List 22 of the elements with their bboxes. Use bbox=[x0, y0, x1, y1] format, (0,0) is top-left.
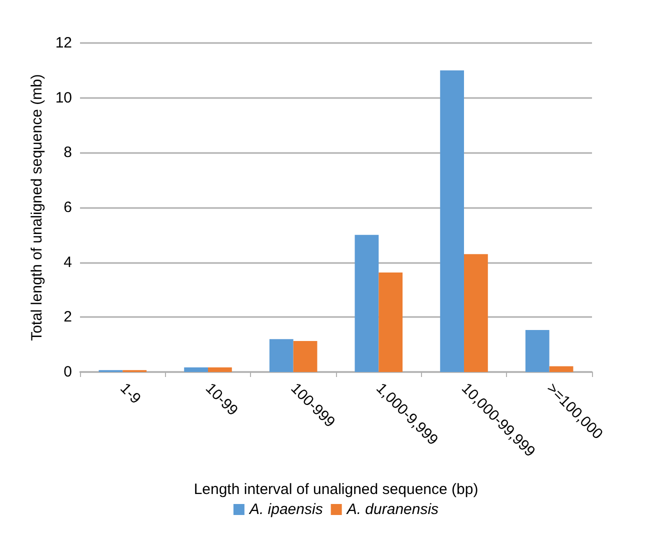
x-tick-label: 1-9 bbox=[116, 380, 144, 408]
x-axis-title: Length interval of unaligned sequence (bp) bbox=[194, 481, 478, 498]
bar bbox=[184, 367, 208, 372]
bar bbox=[549, 366, 574, 372]
bar bbox=[354, 234, 379, 372]
bar bbox=[293, 341, 318, 372]
y-tick-label: 2 bbox=[64, 308, 72, 326]
legend-label: A. duranensis bbox=[346, 501, 440, 518]
y-tick-label: 6 bbox=[64, 199, 72, 216]
bar bbox=[440, 70, 464, 372]
bar bbox=[464, 254, 488, 372]
bar bbox=[208, 367, 232, 372]
bar bbox=[525, 330, 550, 372]
y-tick-label: 4 bbox=[64, 254, 72, 271]
y-axis-title: Total length of unaligned sequence (mb) bbox=[28, 74, 46, 341]
y-tick-label: 10 bbox=[55, 89, 72, 106]
legend-label: A. ipaensis bbox=[248, 501, 324, 518]
y-tick-label: 12 bbox=[55, 34, 72, 52]
y-tick-label: 0 bbox=[64, 364, 72, 380]
y-tick-label: 8 bbox=[64, 144, 72, 162]
bar bbox=[269, 339, 294, 372]
bar bbox=[378, 272, 403, 372]
